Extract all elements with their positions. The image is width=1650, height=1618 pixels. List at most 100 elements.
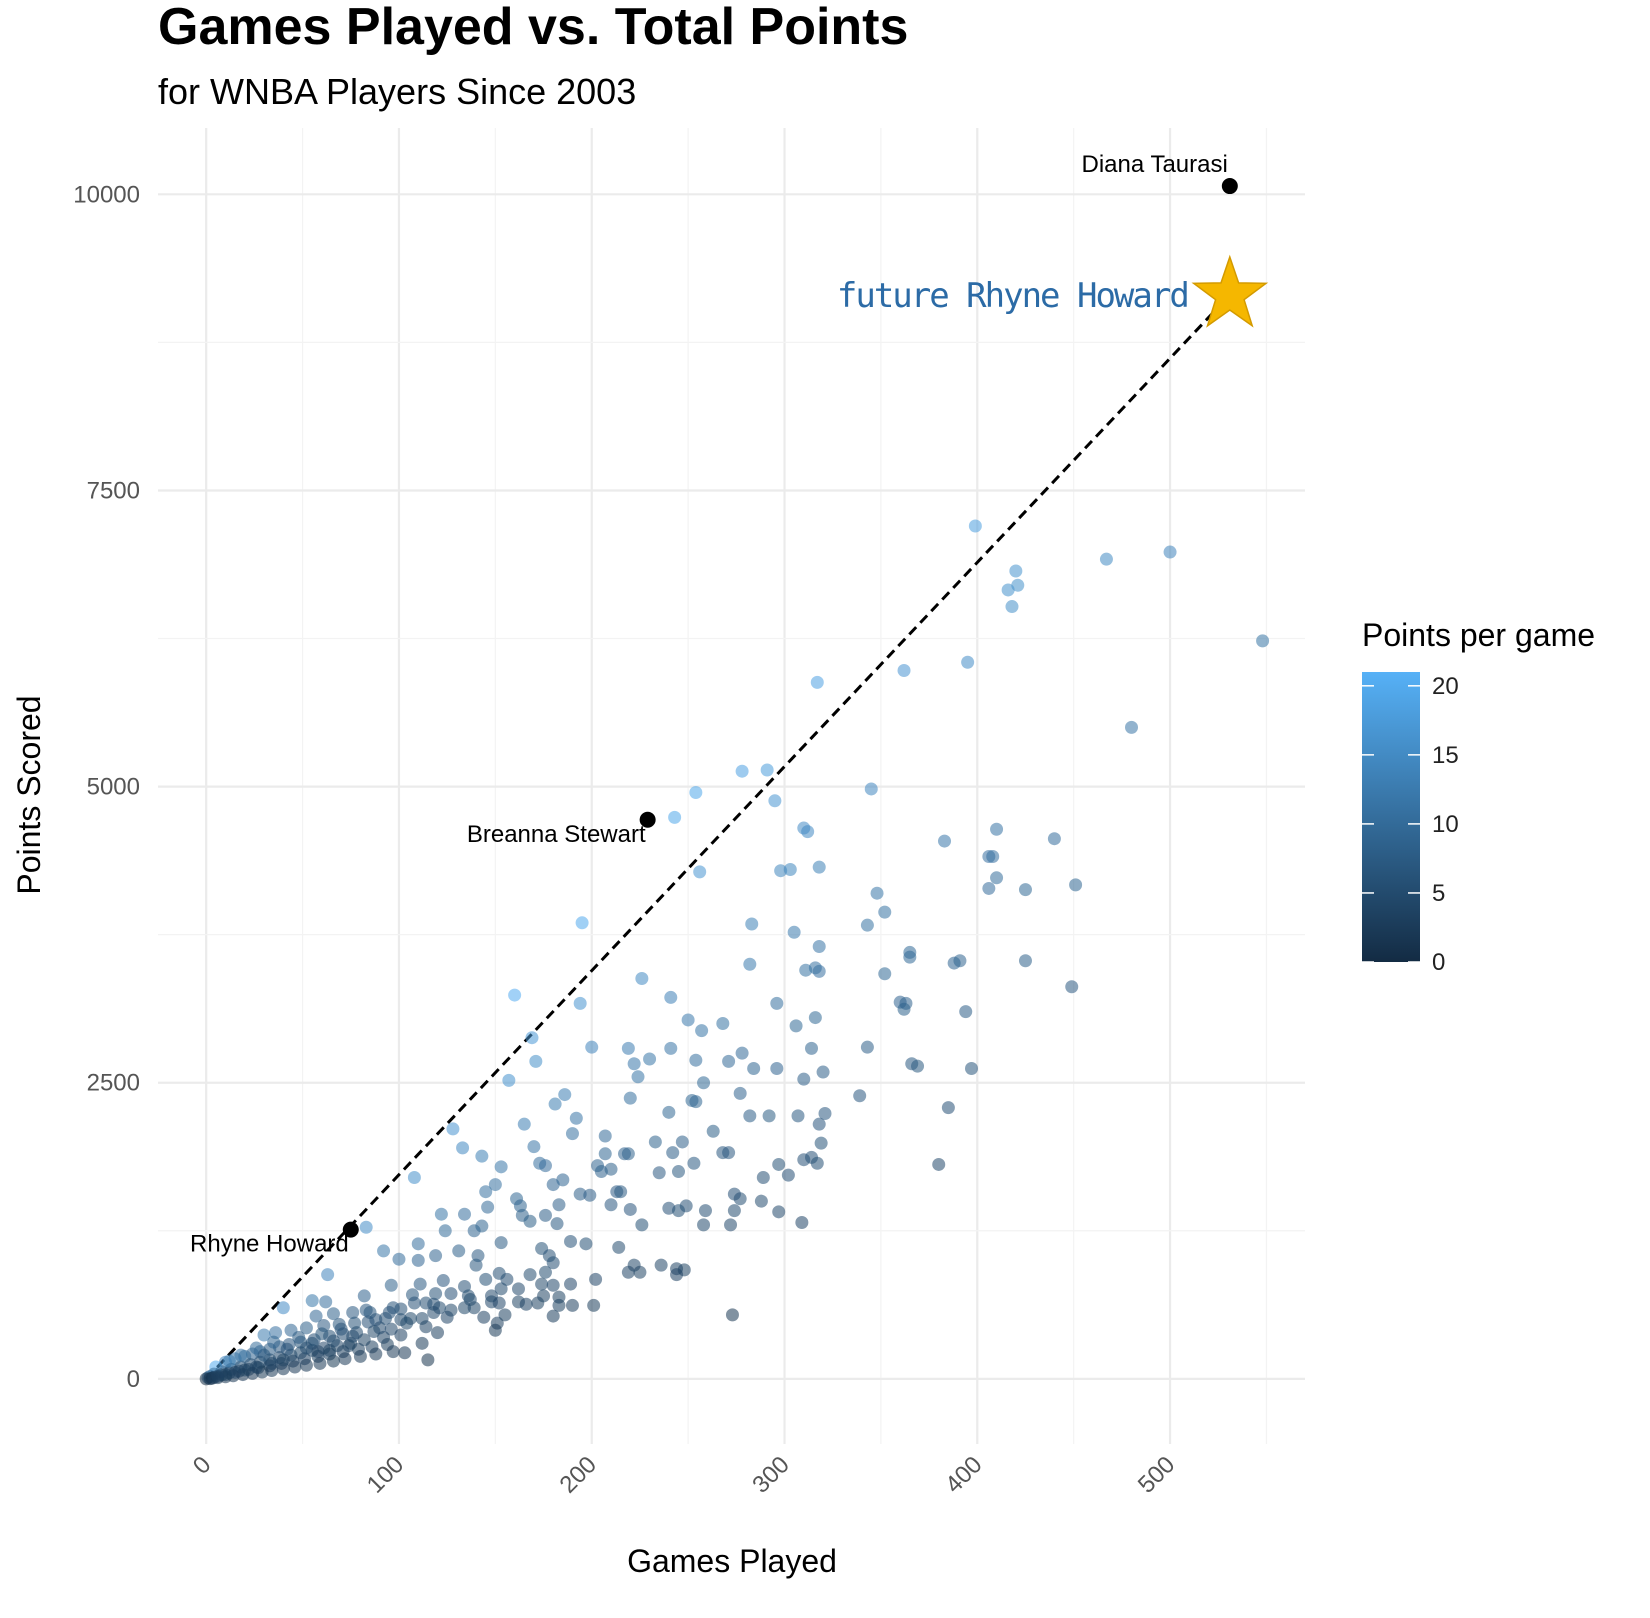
legend-tick-label: 15 <box>1432 742 1459 769</box>
x-tick-label: 0 <box>188 1451 217 1480</box>
data-point <box>523 1268 537 1282</box>
data-point <box>698 1204 712 1218</box>
data-point <box>878 967 892 981</box>
data-point <box>276 1353 290 1367</box>
data-point <box>353 1349 367 1363</box>
chart-title: Games Played vs. Total Points <box>158 0 908 56</box>
highlight-point <box>1221 178 1238 195</box>
data-point <box>267 1335 281 1349</box>
data-point <box>494 1160 508 1174</box>
data-point <box>587 1298 601 1312</box>
data-point <box>990 871 1004 885</box>
data-point <box>413 1277 427 1291</box>
data-point <box>621 1265 635 1279</box>
highlight-label: Breanna Stewart <box>467 821 646 848</box>
data-point <box>394 1328 408 1342</box>
data-point <box>812 1117 826 1131</box>
data-point <box>745 917 759 931</box>
x-axis-ticks: 0 100 200 300 400 500 <box>188 1451 1180 1498</box>
data-point <box>321 1268 335 1282</box>
data-point <box>546 1178 560 1192</box>
x-tick-label: 500 <box>1133 1451 1180 1498</box>
data-point <box>604 1198 618 1212</box>
data-point <box>623 1091 637 1105</box>
data-point <box>517 1117 531 1131</box>
data-point <box>276 1301 290 1315</box>
data-point <box>795 1215 809 1229</box>
data-point <box>787 925 801 939</box>
data-point <box>631 1070 645 1084</box>
data-point <box>594 1165 608 1179</box>
data-point <box>415 1336 429 1350</box>
data-point <box>299 1358 313 1372</box>
color-legend: Points per game 0 5 10 15 20 <box>1362 617 1595 976</box>
data-point <box>716 1016 730 1030</box>
data-point <box>556 1173 570 1187</box>
data-point <box>671 1165 685 1179</box>
data-point <box>816 1065 830 1079</box>
data-point <box>538 1208 552 1222</box>
data-point <box>498 1308 512 1322</box>
data-point <box>569 1111 583 1125</box>
data-point <box>860 918 874 932</box>
data-point <box>440 1310 454 1324</box>
data-point <box>500 1272 514 1286</box>
data-point <box>257 1328 271 1342</box>
data-point <box>911 1059 925 1073</box>
data-point <box>315 1327 329 1341</box>
data-point <box>760 763 774 777</box>
y-tick-label: 5000 <box>87 774 140 801</box>
data-point <box>488 1323 502 1337</box>
data-point <box>222 1354 236 1368</box>
data-point <box>552 1198 566 1212</box>
data-point <box>311 1345 325 1359</box>
x-tick-label: 400 <box>940 1451 987 1498</box>
data-point <box>743 957 757 971</box>
data-point <box>808 1011 822 1025</box>
data-point <box>292 1330 306 1344</box>
data-point <box>338 1352 352 1366</box>
data-point <box>968 519 982 533</box>
projection-line <box>205 293 1231 1380</box>
data-point <box>668 810 682 824</box>
data-point <box>527 1140 541 1154</box>
data-point <box>494 1282 508 1296</box>
data-point <box>502 1073 516 1087</box>
data-point <box>369 1347 383 1361</box>
data-point <box>621 1041 635 1055</box>
data-point <box>394 1302 408 1316</box>
data-point <box>598 1129 612 1143</box>
x-tick-label: 100 <box>362 1451 409 1498</box>
chart-subtitle: for WNBA Players Since 2003 <box>158 71 636 112</box>
data-point <box>421 1353 435 1367</box>
highlight-point <box>639 811 656 828</box>
data-point <box>791 1109 805 1123</box>
data-point <box>585 1040 599 1054</box>
data-point <box>538 1159 552 1173</box>
data-point <box>431 1326 445 1340</box>
data-point <box>1099 552 1113 566</box>
data-point <box>814 1136 828 1150</box>
data-point <box>897 664 911 678</box>
data-point <box>429 1287 443 1301</box>
data-point <box>799 963 813 977</box>
data-point <box>411 1253 425 1267</box>
data-point <box>670 1268 684 1282</box>
y-tick-label: 0 <box>127 1366 140 1393</box>
data-point <box>727 1204 741 1218</box>
data-point <box>573 1187 587 1201</box>
data-point <box>276 1362 290 1376</box>
data-point <box>818 1107 832 1121</box>
data-point <box>535 1277 549 1291</box>
data-point <box>1005 600 1019 614</box>
data-point <box>812 860 826 874</box>
data-point <box>1018 954 1032 968</box>
data-point <box>598 1147 612 1161</box>
data-point <box>346 1306 360 1320</box>
data-point <box>986 849 1000 863</box>
data-point <box>990 822 1004 836</box>
data-point <box>467 1224 481 1238</box>
data-point <box>959 1005 973 1019</box>
data-point <box>664 990 678 1004</box>
data-point <box>342 1339 356 1353</box>
